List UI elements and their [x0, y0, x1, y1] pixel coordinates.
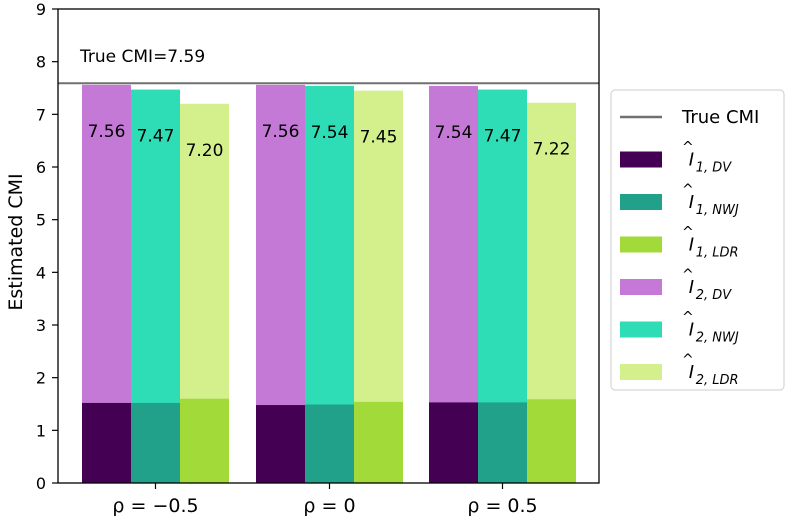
bar-stage1-dv — [82, 402, 131, 483]
legend-label-hat: ^ — [682, 267, 694, 283]
legend-label-sub: 2, LDR — [696, 373, 739, 388]
bar-stage1-nwj — [478, 402, 527, 483]
legend-label-base: I — [689, 235, 694, 256]
y-axis: 0 1 2 3 4 5 6 7 8 9 — [36, 0, 58, 493]
legend-swatch — [620, 279, 662, 295]
legend-label: I^1, DV — [682, 140, 732, 176]
legend-label-hat: ^ — [682, 310, 694, 326]
bar-stage1-nwj — [131, 402, 180, 483]
x-tick-label: ρ = 0 — [303, 495, 355, 517]
y-tick-label: 6 — [36, 158, 46, 177]
legend-label-sub: 1, LDR — [696, 246, 739, 261]
y-tick-label: 4 — [36, 263, 46, 282]
y-tick-label: 3 — [36, 316, 46, 335]
x-tick-label: ρ = 0.5 — [467, 495, 537, 517]
bar-stage1-ldr — [527, 399, 576, 483]
legend-label: I^2, NWJ — [682, 310, 739, 346]
legend-label-hat: ^ — [682, 352, 694, 368]
legend-label-sub: 1, DV — [696, 161, 733, 176]
legend-swatch — [620, 236, 662, 253]
legend-label-base: I — [689, 150, 694, 171]
legend-label-hat: ^ — [682, 225, 694, 241]
legend-label-sub: 2, DV — [696, 288, 733, 303]
y-tick-label: 9 — [36, 0, 46, 19]
bar-value-label: 7.45 — [360, 128, 398, 148]
y-tick-label: 1 — [36, 421, 46, 440]
plot-frame — [57, 8, 600, 484]
legend-label-base: I — [689, 362, 694, 383]
bar-value-label: 7.20 — [186, 141, 224, 161]
legend-label: I^2, DV — [682, 267, 732, 303]
bar-value-label: 7.54 — [435, 123, 473, 143]
legend-label-base: I — [689, 320, 694, 341]
bar-value-label: 7.56 — [88, 122, 126, 142]
plot-area: 7.56 7.47 7.20 7.56 7.54 7.45 7.54 7.47 7.22 True… — [57, 8, 600, 484]
bar-value-label: 7.47 — [484, 127, 522, 147]
legend-label: I^2, LDR — [682, 352, 739, 388]
bar-value-label: 7.56 — [262, 122, 300, 142]
y-axis-label: Estimated CMI — [5, 173, 27, 310]
bar-value-label: 7.22 — [533, 140, 571, 160]
bar-value-label: 7.47 — [137, 127, 175, 147]
y-tick-label: 0 — [36, 474, 46, 493]
legend-label-base: I — [689, 277, 694, 298]
y-tick-label: 8 — [36, 53, 46, 72]
bar-value-label: 7.54 — [311, 123, 349, 143]
legend-label: I^1, NWJ — [682, 182, 739, 218]
x-tick-label: ρ = −0.5 — [112, 495, 198, 517]
legend-label-hat: ^ — [682, 182, 694, 198]
bar-stage1-nwj — [305, 404, 354, 483]
legend-swatch — [620, 151, 662, 168]
legend-label-base: I — [689, 192, 694, 213]
legend-swatch — [620, 321, 662, 338]
legend-swatch — [620, 364, 662, 380]
legend-label: True CMI — [681, 107, 759, 128]
legend-label: I^1, LDR — [682, 225, 739, 261]
legend-label-sub: 1, NWJ — [696, 203, 739, 218]
y-tick-label: 5 — [36, 211, 46, 230]
legend-swatch — [620, 194, 662, 210]
bar-stage1-dv — [256, 405, 305, 483]
bar-stage1-ldr — [354, 401, 403, 483]
bar-stage1-ldr — [180, 398, 229, 483]
bar-stage1-dv — [429, 402, 478, 483]
y-tick-label: 7 — [36, 105, 46, 124]
legend-label-sub: 2, NWJ — [696, 331, 739, 346]
true-cmi-annotation: True CMI=7.59 — [79, 47, 205, 67]
x-axis: ρ = −0.5 ρ = 0 ρ = 0.5 — [112, 483, 538, 517]
y-tick-label: 2 — [36, 369, 46, 388]
legend-label-hat: ^ — [682, 140, 694, 156]
